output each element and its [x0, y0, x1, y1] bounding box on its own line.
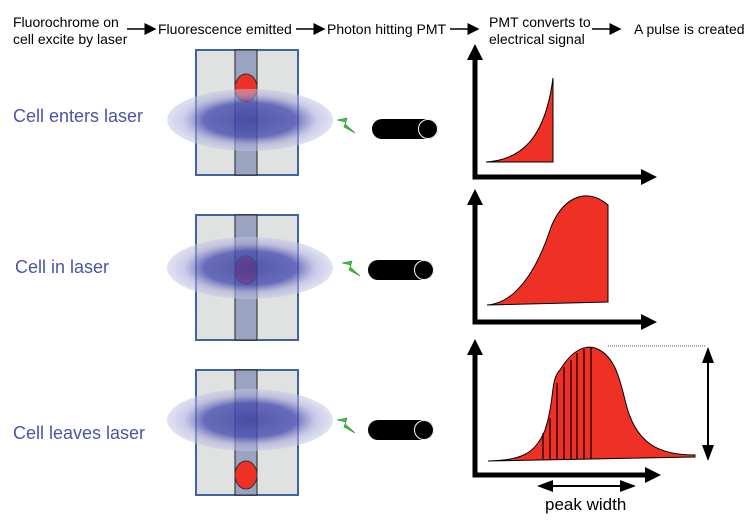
pulse-graph-1: [467, 44, 657, 185]
step-3-label: Photon hitting PMT: [327, 21, 447, 37]
flow-cell-row-1: [167, 49, 438, 176]
axes: [472, 55, 645, 180]
photon-flash-icon: [336, 417, 356, 434]
step-5-label: A pulse is created: [634, 21, 745, 37]
step-4-label: PMT converts to electrical signal: [489, 14, 591, 47]
axes: [472, 350, 650, 478]
axis-arrowheads: [467, 44, 657, 185]
photon-flash-icon: [336, 117, 356, 134]
pulse-partial: [486, 195, 609, 306]
flow-cell-row-3: [167, 369, 434, 496]
axes: [472, 200, 645, 325]
pmt-window: [414, 260, 434, 280]
photon-flash-icon: [341, 260, 361, 277]
row-label-leaves: Cell leaves laser: [13, 423, 146, 443]
row-label-enters: Cell enters laser: [13, 106, 144, 126]
sampling-lines: [542, 347, 592, 459]
flow-cell-row-2: [167, 214, 434, 341]
laser-beam: [167, 89, 333, 151]
pmt-window: [414, 420, 434, 440]
laser-beam: [167, 237, 333, 299]
pulse-graph-2: [467, 189, 657, 330]
peak-width-label: peak width: [545, 495, 627, 514]
pulse-graph-3: [467, 339, 714, 492]
pulse-rising: [485, 77, 554, 163]
row-label-in: Cell in laser: [15, 257, 110, 277]
step-2-label: Fluorescence emitted: [158, 21, 292, 37]
step-1-label: Fluorochrome on cell excite by laser: [13, 14, 128, 47]
pmt-window: [418, 119, 438, 139]
cell: [234, 460, 258, 490]
laser-beam: [167, 389, 333, 451]
